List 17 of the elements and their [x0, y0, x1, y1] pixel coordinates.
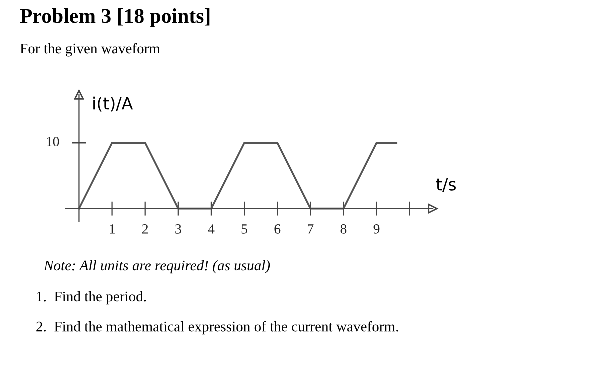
x-tick-label: 3: [176, 224, 182, 234]
text: 1. Find the period.: [37, 291, 146, 305]
x-tick-label: 7: [308, 224, 314, 234]
x-tick-label: 5: [242, 224, 248, 234]
x-tick-label: 4: [208, 224, 215, 234]
y-axis-title: i(t)/A: [94, 96, 134, 112]
x-tick-label: 1: [110, 224, 115, 234]
x-tick-label: 9: [374, 224, 380, 234]
text: 10: [47, 137, 60, 147]
chart-subtitle: For the given waveform: [20, 43, 160, 57]
x-tick-label: 2: [142, 224, 148, 234]
text: 2. Find the mathematical expression of the current waveform.: [36, 321, 398, 335]
text: Note: All units are required! (as usual): [44, 260, 270, 274]
x-tick-label: 6: [274, 224, 281, 234]
x-axis-title: t/s: [436, 178, 456, 192]
chart-title: Problem 3 [18 points]: [20, 8, 210, 28]
x-tick-label: 8: [340, 224, 347, 234]
